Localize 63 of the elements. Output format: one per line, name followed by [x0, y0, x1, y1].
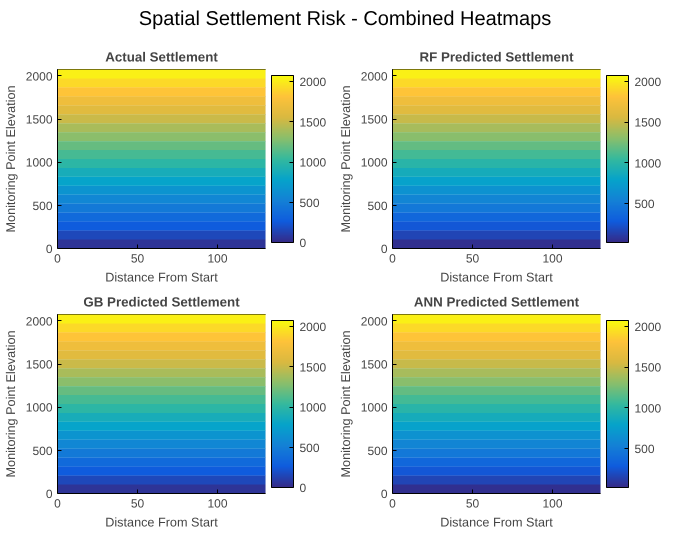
y-tick-label: 2000	[360, 69, 388, 84]
text: Spatial Settlement Risk - Combined Heatmaps	[138, 7, 552, 32]
color-bar-label: 500	[634, 196, 655, 211]
x-tick-label: 100	[542, 252, 563, 266]
y-tick-label: 1000	[26, 156, 53, 170]
color-bar-label: 1000	[300, 400, 327, 415]
y-axis-title: Monitoring Point Elevation	[338, 330, 353, 478]
chart-title: Actual Settlement	[105, 50, 218, 64]
color-bar-label: 500	[634, 442, 655, 456]
y-tick-label: 1000	[360, 156, 388, 170]
x-tick-label: 100	[207, 496, 228, 510]
x-tick-label: 0	[389, 252, 396, 266]
x-tick-label: 50	[130, 496, 144, 510]
color-bar-label: 2000	[634, 320, 662, 334]
color-bar-label: 1500	[634, 360, 662, 375]
y-tick-label: 1000	[26, 400, 53, 415]
x-tick-label: 0	[54, 496, 62, 510]
x-tick-label: 0	[389, 496, 396, 510]
chart-title: RF Predicted Settlement	[419, 50, 574, 64]
color-bar-label: 1500	[300, 360, 327, 374]
color-bar-label: 500	[300, 440, 320, 455]
y-tick-label: 0	[46, 487, 53, 501]
y-tick-label: 1500	[26, 112, 53, 127]
y-tick-label: 1500	[360, 112, 388, 127]
x-axis-title: Distance From Start	[440, 270, 554, 284]
color-bar-label: 1000	[634, 401, 662, 416]
y-tick-label: 0	[380, 242, 388, 256]
y-tick-label: 500	[32, 444, 53, 458]
y-tick-label: 500	[32, 198, 53, 213]
color-bar-label: 0	[300, 481, 306, 495]
color-bar-label: 1500	[634, 116, 662, 130]
x-axis-title: Distance From Start	[105, 516, 218, 530]
color-bar-label: 1500	[300, 115, 327, 130]
x-tick-label: 50	[466, 496, 480, 510]
x-tick-label: 50	[130, 252, 144, 266]
color-bar-label: 1000	[300, 156, 327, 170]
y-tick-label: 0	[46, 242, 53, 256]
y-tick-label: 1500	[360, 358, 388, 372]
y-tick-label: 0	[380, 487, 388, 501]
x-tick-label: 50	[466, 252, 480, 266]
x-axis-title: Distance From Start	[440, 516, 554, 530]
y-tick-label: 500	[367, 198, 388, 213]
color-bar-label: 2000	[634, 75, 662, 90]
y-tick-label: 2000	[360, 314, 388, 328]
x-tick-label: 100	[207, 252, 228, 266]
x-tick-label: 100	[542, 496, 563, 510]
chart-title: GB Predicted Settlement	[83, 294, 240, 310]
y-axis-title: Monitoring Point Elevation	[4, 85, 18, 233]
color-bar-label: 2000	[300, 75, 327, 90]
y-tick-label: 1000	[360, 400, 388, 415]
color-bar-label: 2000	[300, 320, 327, 334]
color-bar-label: 1000	[634, 156, 662, 170]
y-tick-label: 2000	[26, 314, 53, 328]
y-tick-label: 500	[367, 444, 388, 458]
color-bar-label: 0	[300, 236, 306, 250]
chart-title: ANN Predicted Settlement	[414, 294, 580, 310]
y-tick-label: 2000	[26, 69, 53, 84]
color-bar-label: 500	[300, 196, 320, 210]
y-axis-title: Monitoring Point Elevation	[338, 85, 353, 233]
x-tick-label: 0	[54, 252, 62, 266]
y-axis-title: Monitoring Point Elevation	[4, 330, 18, 478]
y-tick-label: 1500	[26, 358, 53, 372]
x-axis-title: Distance From Start	[105, 270, 218, 284]
